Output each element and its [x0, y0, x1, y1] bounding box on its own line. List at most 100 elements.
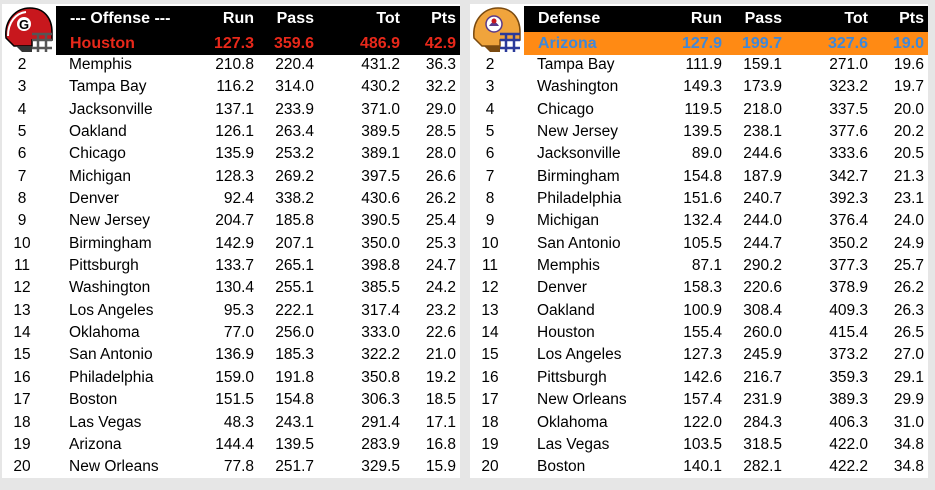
pass-value: 255.1	[275, 279, 314, 297]
table-row: 7 Birmingham 154.8 187.9 342.7 21.3	[470, 166, 928, 188]
pts-value: 29.9	[893, 391, 924, 409]
table-row: 14 Oklahoma 77.0 256.0 333.0 22.6	[2, 322, 460, 344]
tot-value: 342.7	[829, 167, 868, 185]
pass-value: 185.8	[275, 212, 314, 230]
pass-value: 231.9	[743, 391, 782, 409]
table-row: 10 Birmingham 142.9 207.1 350.0 25.3	[2, 233, 460, 255]
offense-title: --- Offense ---	[70, 10, 171, 27]
pass-value: 220.6	[743, 279, 782, 297]
rank-cell: 11	[481, 257, 499, 275]
pass-value: 154.8	[275, 391, 314, 409]
run-value: 126.1	[215, 123, 254, 141]
tot-value: 486.9	[359, 35, 400, 52]
team-name: Chicago	[537, 100, 594, 118]
tot-value: 377.6	[829, 123, 868, 141]
table-row: 15 San Antonio 136.9 185.3 322.2 21.0	[2, 344, 460, 366]
run-value: 48.3	[223, 413, 254, 431]
tot-value: 430.2	[361, 78, 400, 96]
defense-table: Defense Run Pass Tot Pts Arizona 127.9 1…	[470, 4, 928, 478]
pass-value: 173.9	[743, 78, 782, 96]
run-value: 151.6	[683, 190, 722, 208]
rank-cell: 8	[485, 190, 495, 208]
table-row: 12 Denver 158.3 220.6 378.9 26.2	[470, 277, 928, 299]
rank-cell: 19	[481, 435, 499, 453]
rank-cell: 11	[13, 257, 31, 275]
table-row: 4 Jacksonville 137.1 233.9 371.0 29.0	[2, 99, 460, 121]
run-value: 158.3	[683, 279, 722, 297]
defense-leader-row: Arizona 127.9 199.7 327.6 19.0	[524, 32, 928, 55]
run-value: 77.0	[223, 324, 254, 342]
run-value: 77.8	[223, 458, 254, 476]
pts-value: 20.2	[893, 123, 924, 141]
rank-cell: 18	[481, 413, 499, 431]
team-name: New Jersey	[537, 123, 618, 141]
run-value: 128.3	[215, 167, 254, 185]
pass-value: 139.5	[275, 435, 314, 453]
team-name: Michigan	[537, 212, 600, 230]
run-value: 132.4	[683, 212, 722, 230]
run-value: 105.5	[683, 234, 722, 252]
run-value: 142.9	[215, 234, 254, 252]
tot-value: 333.6	[829, 145, 868, 163]
team-name: Jacksonville	[69, 100, 153, 118]
run-value: 136.9	[215, 346, 254, 364]
tot-value: 389.1	[361, 145, 400, 163]
pts-value: 26.6	[425, 167, 456, 185]
tot-value: 422.0	[829, 435, 868, 453]
pass-value: 251.7	[275, 458, 314, 476]
table-row: 4 Chicago 119.5 218.0 337.5 20.0	[470, 99, 928, 121]
table-row: 7 Michigan 128.3 269.2 397.5 26.6	[2, 166, 460, 188]
run-value: 122.0	[683, 413, 722, 431]
tot-value: 333.0	[361, 324, 400, 342]
team-name: Memphis	[537, 257, 600, 275]
rank-cell: 15	[481, 346, 499, 364]
rank-cell: 10	[481, 234, 499, 252]
pass-value: 245.9	[743, 346, 782, 364]
rank-cell: 14	[13, 324, 31, 342]
table-row: 9 Michigan 132.4 244.0 376.4 24.0	[470, 210, 928, 232]
tot-value: 389.3	[829, 391, 868, 409]
table-row: 8 Denver 92.4 338.2 430.6 26.2	[2, 188, 460, 210]
run-value: 210.8	[215, 56, 254, 73]
team-name: New Jersey	[69, 212, 150, 230]
table-row: 2 Tampa Bay 111.9 159.1 271.0 19.6	[470, 54, 928, 76]
run-value: 130.4	[215, 279, 254, 297]
tot-value: 406.3	[829, 413, 868, 431]
defense-run-header: Run	[690, 10, 722, 27]
run-value: 142.6	[683, 368, 722, 386]
team-name: Oakland	[537, 301, 595, 319]
tot-value: 409.3	[829, 301, 868, 319]
table-row: 12 Washington 130.4 255.1 385.5 24.2	[2, 277, 460, 299]
table-row: 13 Oakland 100.9 308.4 409.3 26.3	[470, 300, 928, 322]
rank-cell: 4	[485, 100, 495, 118]
tot-value: 329.5	[361, 458, 400, 476]
tot-value: 390.5	[361, 212, 400, 230]
pts-value: 21.0	[425, 346, 456, 364]
rank-cell: 16	[13, 368, 31, 386]
team-name: Oklahoma	[537, 413, 608, 431]
team-name: Oakland	[69, 123, 127, 141]
rank-cell: 3	[485, 78, 495, 96]
run-value: 127.3	[683, 346, 722, 364]
run-value: 95.3	[223, 301, 254, 319]
svg-text:G: G	[19, 17, 29, 32]
pass-value: 263.4	[275, 123, 314, 141]
offense-pts-header: Pts	[431, 10, 456, 27]
pass-value: 338.2	[275, 190, 314, 208]
rank-cell: 15	[13, 346, 31, 364]
tot-value: 431.2	[361, 56, 400, 73]
tot-value: 350.0	[361, 234, 400, 252]
pts-value: 23.2	[425, 301, 456, 319]
team-name: Jacksonville	[537, 145, 621, 163]
tot-value: 376.4	[829, 212, 868, 230]
rank-cell: 19	[13, 435, 31, 453]
team-name: Tampa Bay	[69, 78, 147, 96]
pass-value: 185.3	[275, 346, 314, 364]
table-row: 6 Jacksonville 89.0 244.6 333.6 20.5	[470, 143, 928, 165]
pass-value: 238.1	[743, 123, 782, 141]
team-name: Oklahoma	[69, 324, 140, 342]
pass-value: 187.9	[743, 167, 782, 185]
defense-title: Defense	[538, 10, 601, 27]
team-name: Chicago	[69, 145, 126, 163]
run-value: 157.4	[683, 391, 722, 409]
